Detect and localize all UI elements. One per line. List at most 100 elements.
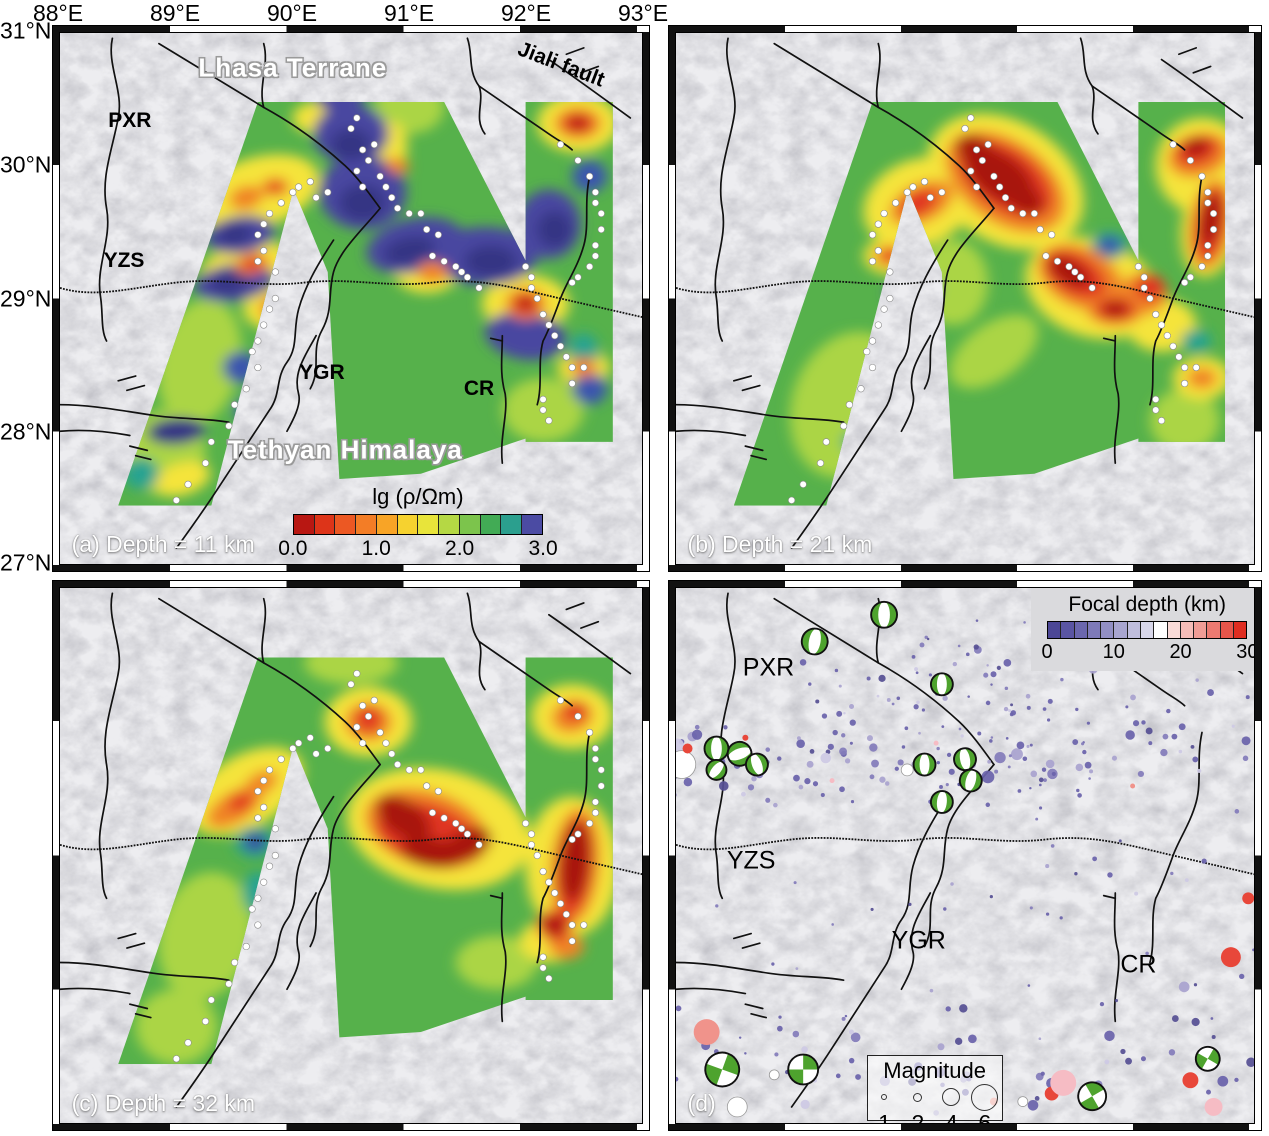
station-dot <box>568 379 576 388</box>
earthquake-dot <box>876 694 880 698</box>
station-dot <box>1157 417 1166 425</box>
fault-pxr-rift <box>100 38 120 341</box>
earthquake-dot <box>1008 709 1012 713</box>
earthquake-dot <box>1171 733 1178 740</box>
earthquake-dot <box>870 907 874 911</box>
map-canvas-c <box>60 588 642 1123</box>
earthquake-dot-red <box>1242 892 1254 905</box>
earthquake-dot <box>989 895 993 899</box>
station-dot <box>880 305 888 313</box>
earthquake-dot <box>1077 793 1082 798</box>
fault-ygr-hook <box>287 893 316 989</box>
earthquake-dot <box>821 713 828 719</box>
station-dot <box>591 199 600 207</box>
earthquake-dot-red <box>1220 947 1241 968</box>
station-dot <box>545 321 553 329</box>
station-dot <box>1181 363 1189 372</box>
beachball-ss <box>704 1051 741 1088</box>
fault-ygr-hook <box>901 336 930 432</box>
earthquake-dot <box>747 784 755 791</box>
focal-colorbar-tick: 30 <box>1236 640 1254 663</box>
frame-right <box>643 587 649 1124</box>
station-dot <box>868 337 877 345</box>
fault-sw-fault2 <box>676 430 745 435</box>
earthquake-dot <box>778 1015 782 1019</box>
station-dot <box>822 438 830 446</box>
fault-sw-fault2 <box>676 988 745 993</box>
earthquake-dot <box>801 1046 808 1053</box>
mt-stations <box>172 670 605 1063</box>
station-dot <box>591 744 600 753</box>
station-dot <box>382 183 390 191</box>
earthquake-dot-salmon <box>1130 783 1136 789</box>
resistivity-region <box>118 657 613 1065</box>
frame-bottom <box>53 565 649 571</box>
fault-ss-arrow3 <box>130 446 147 450</box>
frame-top <box>669 26 1261 32</box>
fault-cr-tick <box>491 338 503 341</box>
fault-ss-arrow3 <box>745 446 762 450</box>
earthquake-dot <box>1076 788 1080 793</box>
panel-label-b: (b) Depth = 21 km <box>687 530 873 557</box>
earthquake-dot <box>1034 1096 1040 1101</box>
station-dot <box>591 798 600 806</box>
station-dot <box>1186 273 1195 281</box>
earthquake-dot <box>918 731 921 735</box>
earthquake-dot <box>916 700 920 705</box>
frame-left <box>669 587 675 1124</box>
earthquake-dot <box>928 673 932 677</box>
station-dot <box>1209 209 1218 218</box>
earthquake-dot <box>990 736 994 739</box>
station-dot <box>242 385 250 393</box>
earthquake-dot <box>866 735 873 742</box>
frame-right <box>643 32 649 565</box>
focal-colorbar-cell <box>1141 621 1155 638</box>
earthquake-dot <box>1171 1015 1179 1022</box>
earthquake-dot <box>1026 705 1031 710</box>
station-dot <box>260 247 268 255</box>
earthquake-dot <box>1170 871 1174 876</box>
station-dot <box>254 814 262 822</box>
earthquake-dot <box>904 726 909 731</box>
earthquake-dot <box>844 758 851 764</box>
map-canvas-a <box>60 33 642 564</box>
station-dot <box>260 777 268 785</box>
magnitude-item <box>868 1084 901 1110</box>
fault-jiali-tick2 <box>581 66 598 72</box>
resistivity-anomaly-orange <box>417 261 448 283</box>
station-dot <box>539 395 547 403</box>
panel-label-d: (d) <box>687 1089 716 1116</box>
earthquake-dot <box>1120 1048 1126 1055</box>
earthquake-dot-pink <box>829 778 835 784</box>
beachball-nf <box>705 758 728 781</box>
earthquake-dot <box>911 655 916 659</box>
earthquake-dot-red <box>682 743 693 754</box>
earthquake-dot <box>848 1057 855 1064</box>
earthquake-dot <box>773 802 778 808</box>
resistivity-colorbar: lg (ρ/Ωm) 0.0 1.0 2.0 3.0 <box>278 484 557 563</box>
earthquake-dot <box>1039 806 1043 810</box>
earthquake-dot <box>1148 741 1153 746</box>
focal-colorbar-tick: 0 <box>1041 640 1053 663</box>
station-dot <box>545 974 553 983</box>
station-dot <box>1152 406 1160 414</box>
station-dot <box>539 867 547 876</box>
magnitude-item <box>968 1083 1001 1111</box>
beachball-nf <box>703 735 730 762</box>
earthquake-dot <box>1190 744 1195 749</box>
earthquake-dot <box>901 745 906 749</box>
earthquake-dot <box>1089 769 1094 774</box>
resistivity-anomaly-ygreen <box>374 102 445 134</box>
station-dot <box>254 921 262 929</box>
station-dot <box>539 953 547 961</box>
station-dot <box>868 363 877 372</box>
station-dot <box>242 942 250 951</box>
station-dot <box>353 167 361 175</box>
station-dot <box>1204 188 1212 196</box>
station-dot <box>863 348 871 356</box>
colorbar-cell <box>356 515 377 535</box>
earthquake-dot <box>839 747 847 756</box>
station-dot <box>393 760 402 769</box>
colorbar-title: lg (ρ/Ωm) <box>372 484 464 510</box>
station-dot <box>568 921 576 929</box>
